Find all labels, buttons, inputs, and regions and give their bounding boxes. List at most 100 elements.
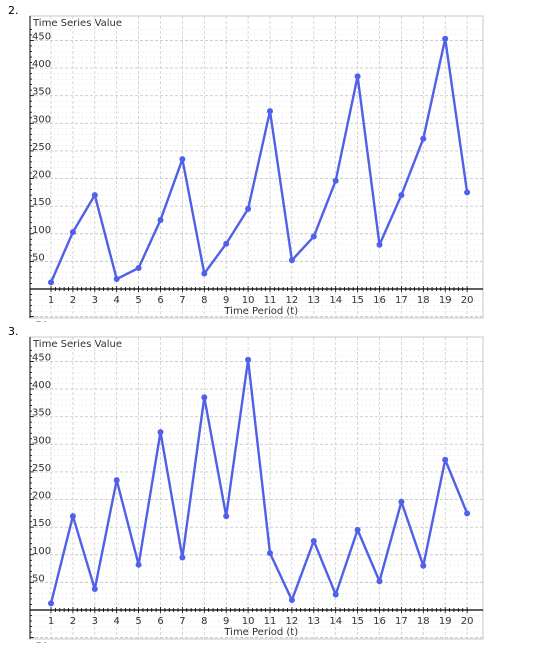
x-tick-label: 6 xyxy=(157,295,163,306)
y-tick-label: 50 xyxy=(32,252,45,263)
data-point xyxy=(310,233,317,240)
x-tick-label: 14 xyxy=(329,616,342,627)
y-tick-label: 100 xyxy=(32,225,51,236)
x-tick-label: 20 xyxy=(461,295,474,306)
data-point xyxy=(135,265,142,272)
x-tick-label: 2 xyxy=(70,616,76,627)
x-tick-label: 11 xyxy=(264,295,277,306)
data-point xyxy=(48,279,54,286)
x-axis-title: Time Period (t) xyxy=(223,306,298,317)
data-point xyxy=(442,456,449,463)
x-tick-label: 16 xyxy=(373,616,386,627)
y-tick-label: 250 xyxy=(32,142,51,153)
y-tick-label: 450 xyxy=(32,352,51,363)
x-tick-label: 10 xyxy=(242,616,255,627)
x-tick-label: 4 xyxy=(114,616,120,627)
y-tick-label: 150 xyxy=(32,518,51,529)
data-point xyxy=(245,205,252,212)
x-tick-label: 4 xyxy=(114,295,120,306)
data-point xyxy=(135,561,142,568)
x-tick-label: 18 xyxy=(417,616,430,627)
x-tick-label: 11 xyxy=(264,616,277,627)
x-tick-label: 13 xyxy=(307,616,320,627)
x-tick-label: 1 xyxy=(48,616,54,627)
data-point xyxy=(332,591,339,598)
x-tick-label: 12 xyxy=(286,295,299,306)
x-tick-label: 14 xyxy=(329,295,342,306)
data-point xyxy=(354,73,361,80)
y-tick-label: 400 xyxy=(32,380,51,391)
y-tick-label: 400 xyxy=(32,59,51,70)
series-line xyxy=(49,37,469,283)
data-point xyxy=(113,477,120,484)
x-tick-label: 7 xyxy=(179,616,185,627)
data-point xyxy=(288,257,295,264)
y-tick-label: 300 xyxy=(32,114,51,125)
x-tick-label: 17 xyxy=(395,295,408,306)
x-tick-label: 15 xyxy=(351,295,364,306)
data-point xyxy=(420,562,427,569)
x-tick-label: 5 xyxy=(135,616,141,627)
x-tick-label: 6 xyxy=(157,616,163,627)
x-tick-label: 20 xyxy=(461,616,474,627)
data-point xyxy=(201,270,208,277)
x-tick-label: 17 xyxy=(395,616,408,627)
x-axis-title: Time Period (t) xyxy=(223,627,298,638)
y-tick-label: 450 xyxy=(32,31,51,42)
plot-frame xyxy=(29,336,484,640)
x-tick-label: 3 xyxy=(92,295,98,306)
x-tick-label: 3 xyxy=(92,616,98,627)
x-tick-label: 8 xyxy=(201,295,207,306)
x-tick-label: 7 xyxy=(179,295,185,306)
data-point xyxy=(223,513,230,520)
panel-number-3: 3. xyxy=(8,325,19,338)
data-point xyxy=(201,394,208,401)
data-point xyxy=(48,600,54,607)
x-tick-label: 9 xyxy=(223,295,229,306)
x-tick-label: 10 xyxy=(242,295,255,306)
y-tick-label: 350 xyxy=(32,408,51,419)
data-point xyxy=(179,156,186,163)
x-tick-label: 8 xyxy=(201,616,207,627)
chart-panel-2: 1234567891011121314151617181920-50501001… xyxy=(29,15,484,322)
x-tick-label: 18 xyxy=(417,295,430,306)
data-point xyxy=(157,429,164,436)
x-tick-label: 13 xyxy=(307,295,320,306)
x-tick-label: 9 xyxy=(223,616,229,627)
data-point xyxy=(310,537,317,544)
y-tick-label: 250 xyxy=(32,463,51,474)
data-point xyxy=(91,192,98,199)
data-point xyxy=(69,229,76,236)
data-point xyxy=(267,550,273,557)
data-point xyxy=(398,192,405,199)
data-point xyxy=(420,135,427,142)
y-tick-label: 50 xyxy=(32,573,45,584)
y-axis-title: Time Series Value xyxy=(32,18,122,29)
data-point xyxy=(69,513,76,520)
x-tick-label: 16 xyxy=(373,295,386,306)
x-tick-label: 2 xyxy=(70,295,76,306)
x-tick-label: 1 xyxy=(48,295,54,306)
data-point xyxy=(398,498,405,505)
data-point xyxy=(113,276,120,283)
data-point xyxy=(442,35,449,42)
y-tick-label: 350 xyxy=(32,87,51,98)
series-line xyxy=(49,358,469,604)
x-tick-label: 19 xyxy=(439,616,452,627)
y-tick-label: 150 xyxy=(32,197,51,208)
y-tick-label: 200 xyxy=(32,170,51,181)
y-tick-label: 100 xyxy=(32,546,51,557)
data-point xyxy=(464,510,471,517)
x-tick-label: 15 xyxy=(351,616,364,627)
x-tick-label: 19 xyxy=(439,295,452,306)
y-tick-label: -50 xyxy=(32,642,48,643)
data-point xyxy=(288,597,295,604)
data-point xyxy=(267,108,273,115)
y-axis-title: Time Series Value xyxy=(32,339,122,350)
data-point xyxy=(157,216,164,223)
data-point xyxy=(245,356,252,363)
data-point xyxy=(464,189,471,196)
panel-number-2: 2. xyxy=(8,4,19,17)
data-point xyxy=(376,578,383,585)
data-point xyxy=(332,177,339,184)
